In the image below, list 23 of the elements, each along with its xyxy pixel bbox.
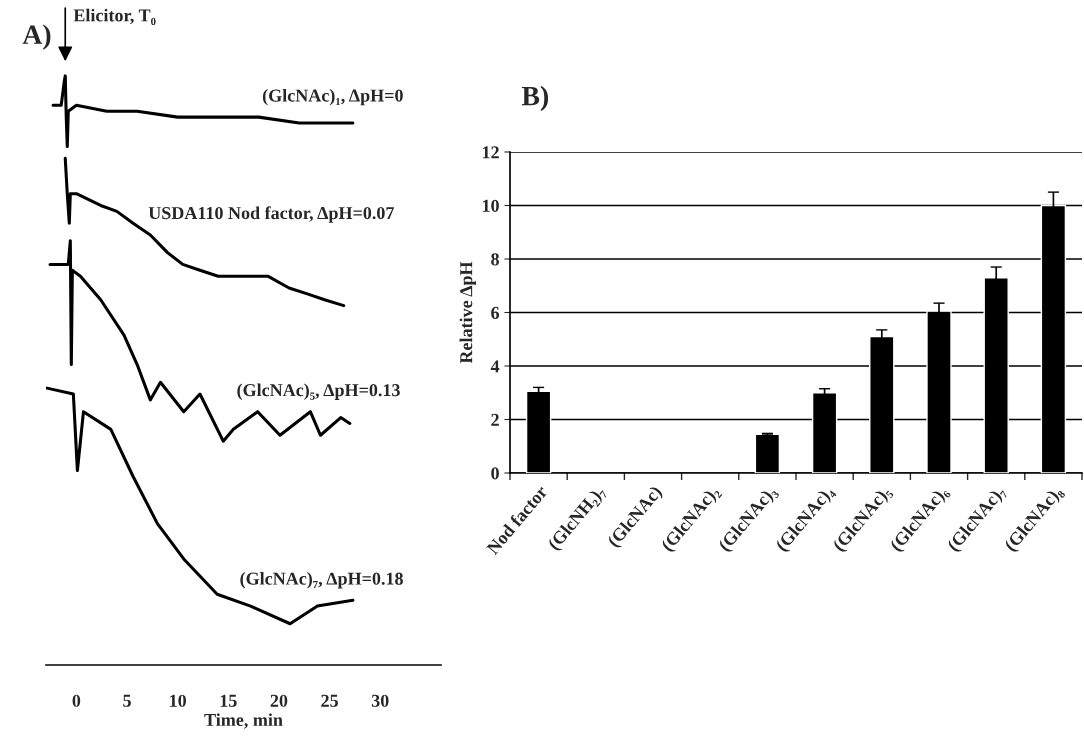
- y-tick-label: 4: [490, 360, 500, 373]
- y-axis-title: Relative ΔpH: [459, 261, 476, 364]
- x-tick-label: 30: [371, 694, 389, 707]
- y-tick-label: 2: [491, 413, 499, 426]
- x-tick-label: 0: [72, 694, 81, 707]
- annotation: Elicitor, T₀: [73, 8, 156, 26]
- chart-title: B): [521, 85, 548, 112]
- y-tick-label: 8: [491, 253, 499, 266]
- x-tick-label: 20: [270, 694, 288, 707]
- series-label: USDA110 Nod factor, ΔpH=0.07: [148, 206, 394, 223]
- y-tick-label: 12: [482, 146, 499, 159]
- y-tick-label: 10: [482, 199, 499, 212]
- x-axis-title: Time, min: [204, 713, 283, 729]
- x-tick-label: 25: [321, 694, 338, 707]
- chart-title: A): [22, 24, 51, 50]
- series-label: (GlcNAc)₇, ΔpH=0.18: [240, 572, 403, 589]
- x-tick-label: 10: [170, 694, 187, 707]
- series-label: (GlcNAc)₅, ΔpH=0.13: [237, 383, 400, 400]
- series-label: (GlcNAc)₁, ΔpH=0: [262, 88, 403, 106]
- x-tick-label: 5: [123, 694, 131, 707]
- x-tick-label: 15: [220, 694, 237, 707]
- y-tick-label: 6: [491, 306, 500, 319]
- y-tick-label: 0: [491, 467, 499, 480]
